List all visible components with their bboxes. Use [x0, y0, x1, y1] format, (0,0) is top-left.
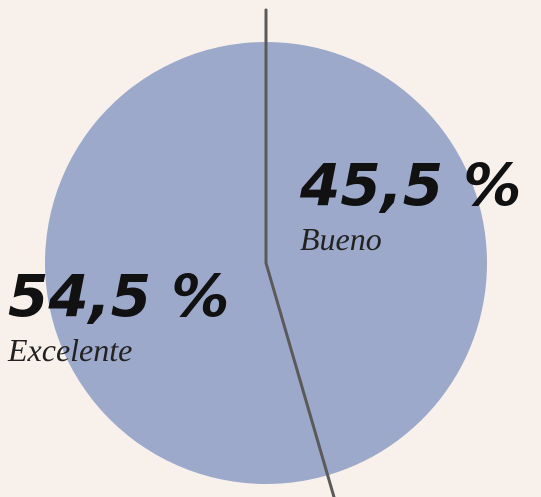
pie-slice [266, 42, 488, 476]
slice-divider [264, 261, 336, 497]
value-label: 45,5 % [299, 151, 521, 219]
category-label: Bueno [300, 221, 382, 257]
value-label: 54,5 % [8, 262, 229, 330]
pie-slice [45, 42, 328, 484]
category-label: Excelente [7, 332, 132, 368]
